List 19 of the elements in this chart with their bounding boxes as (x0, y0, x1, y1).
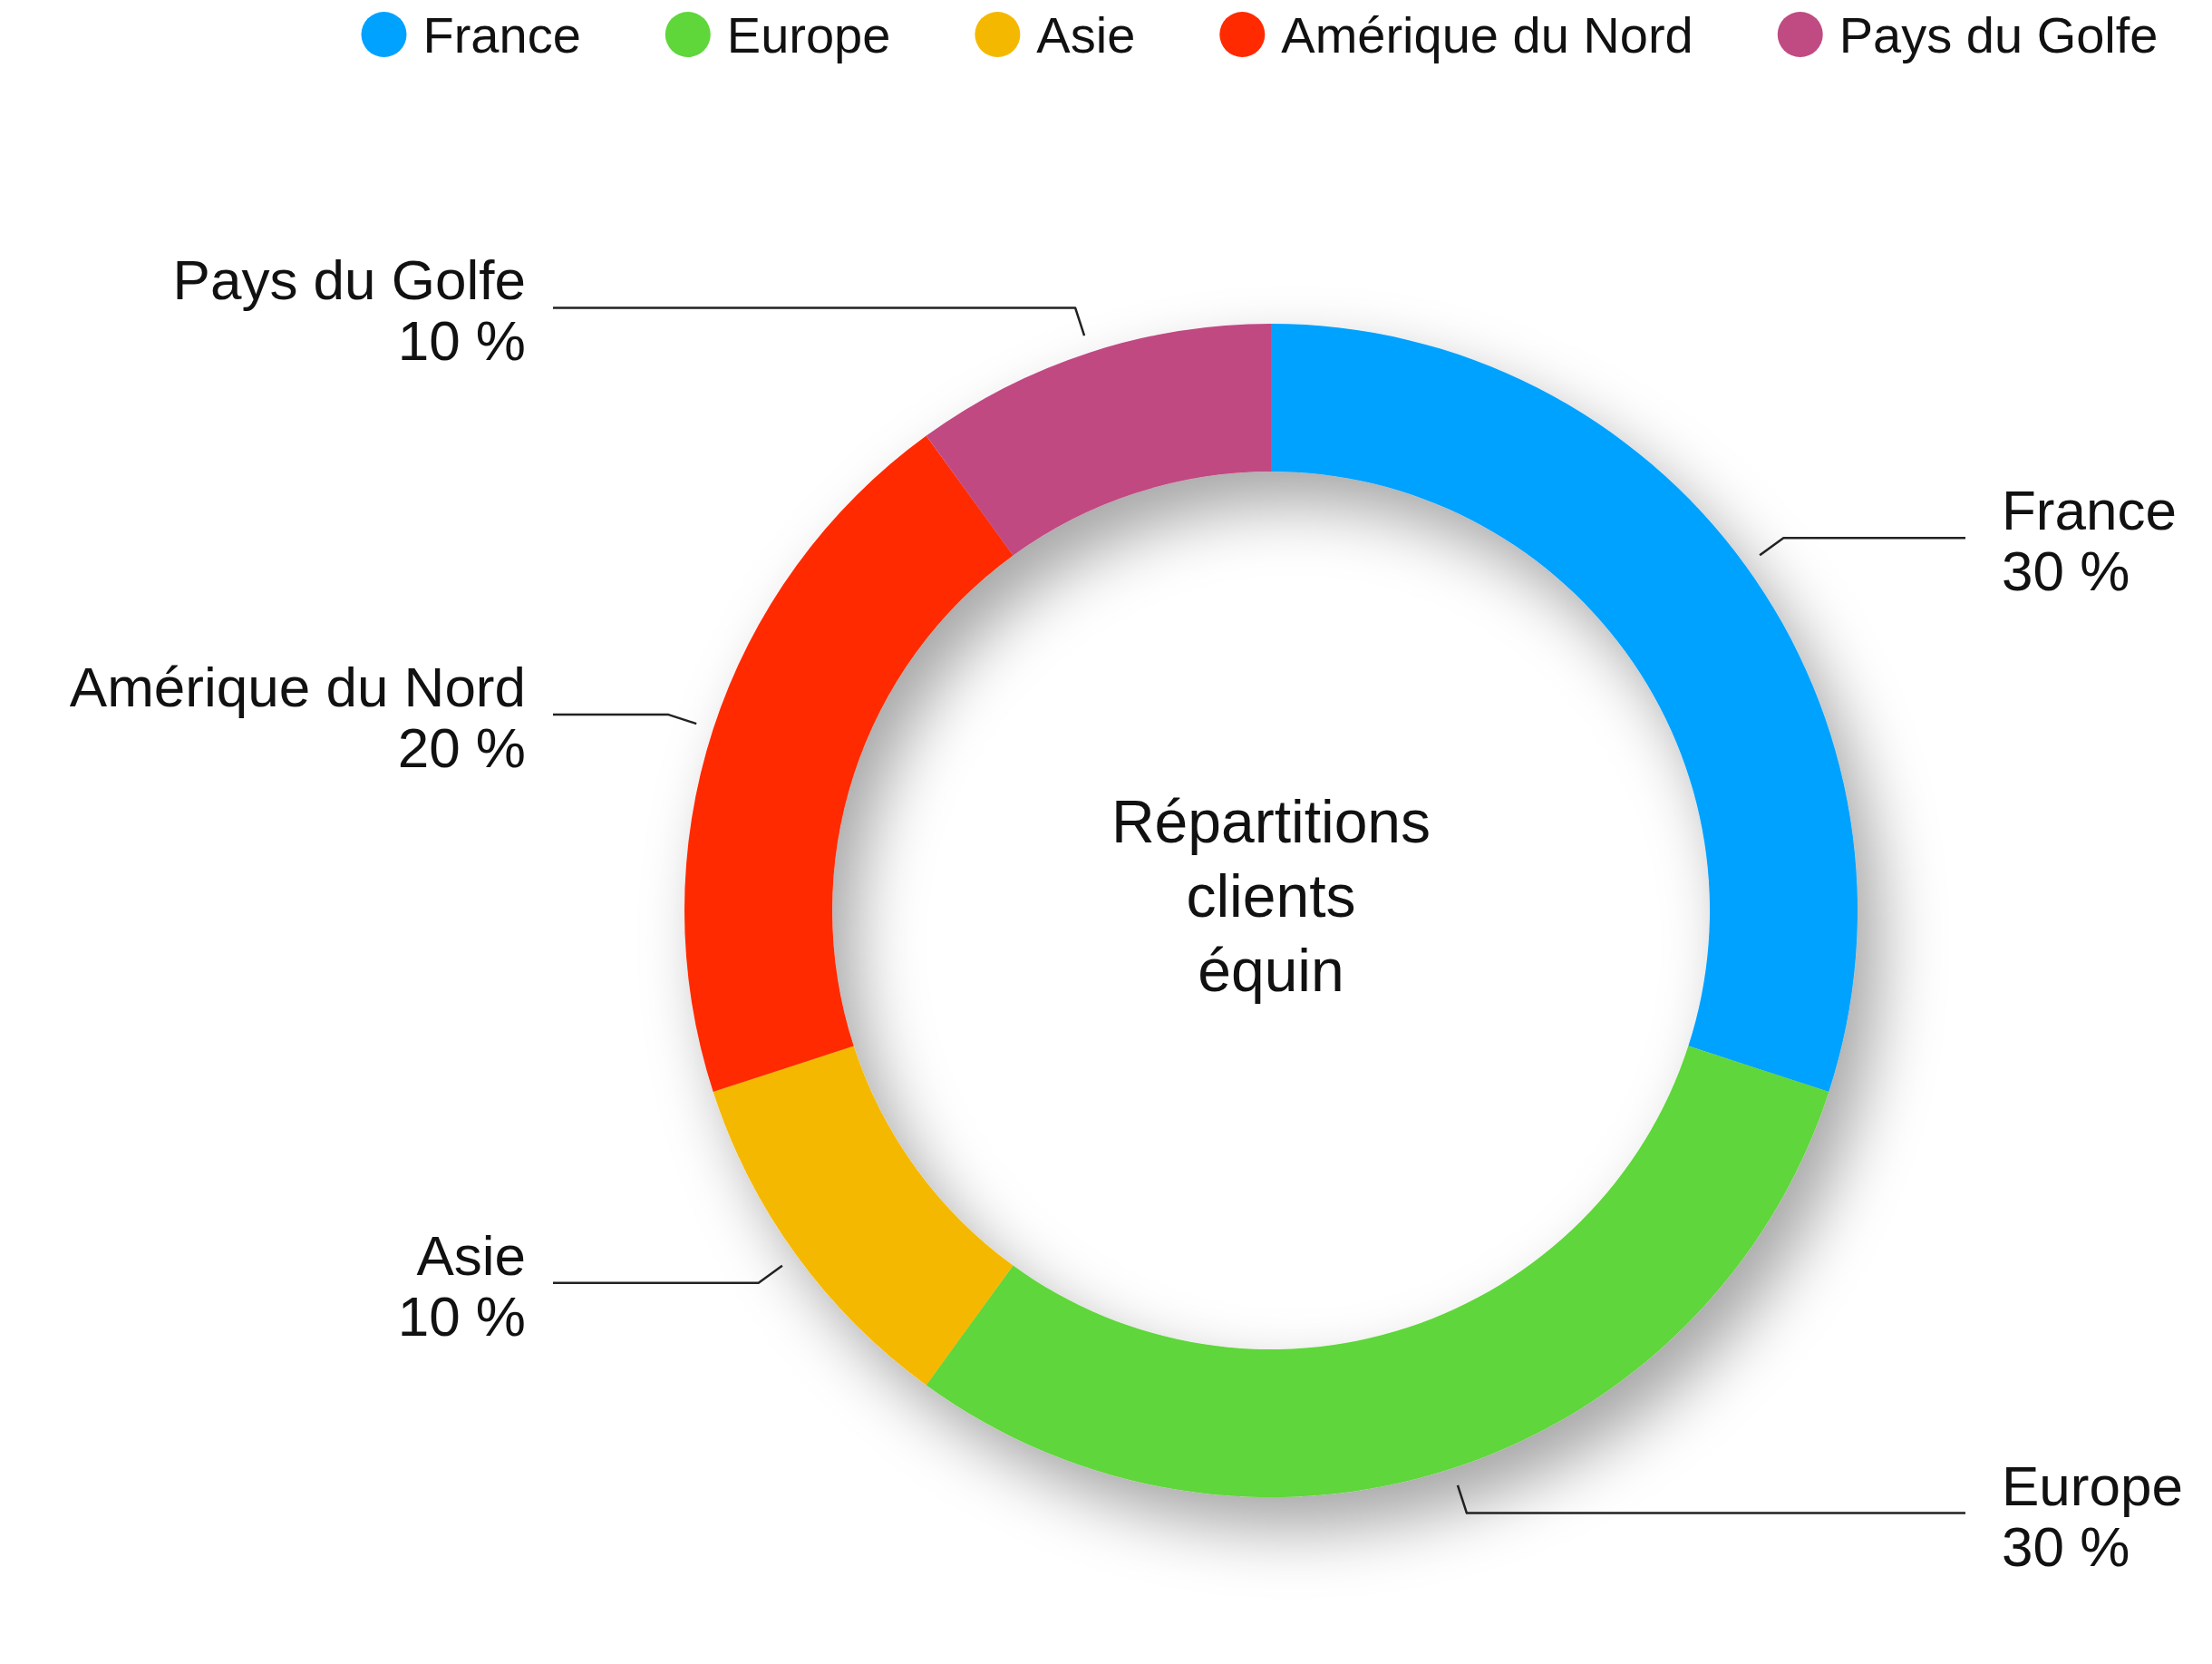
donut-slice (926, 1046, 1829, 1497)
donut-slice (713, 1046, 1014, 1386)
legend-label: France (422, 5, 581, 63)
legend-label: Asie (1036, 5, 1136, 63)
legend-label: Amérique du Nord (1281, 5, 1693, 63)
slice-label: Asie (416, 1223, 526, 1287)
text: Répartitions clients équin (1111, 787, 1431, 1004)
data-label: 30 % (2002, 540, 2130, 603)
data-label: 10 % (397, 1284, 526, 1348)
legend-label: Pays du Golfe (1838, 5, 2159, 63)
slice-label: France (2002, 479, 2177, 542)
data-label: 10 % (397, 309, 526, 373)
data-label: 20 % (397, 716, 526, 780)
slice-label: Amérique du Nord (69, 656, 526, 719)
donut-slice (926, 324, 1271, 556)
donut-slice (685, 435, 1014, 1092)
slice-label: Pays du Golfe (172, 248, 526, 312)
slice-label: Europe (2002, 1454, 2183, 1517)
legend-label: Europe (726, 5, 891, 63)
